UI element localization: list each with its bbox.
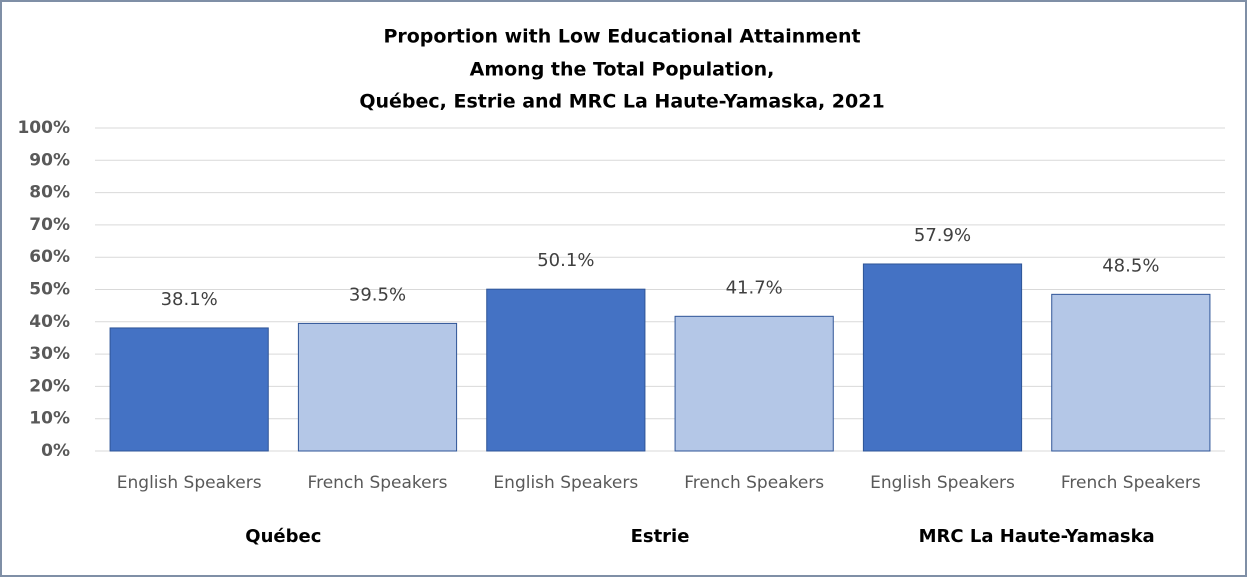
bar <box>486 288 646 452</box>
bar <box>1051 293 1211 452</box>
chart-title: Québec, Estrie and MRC La Haute-Yamaska,… <box>359 91 884 113</box>
bar <box>674 315 834 452</box>
y-tick-label: 90% <box>29 150 70 170</box>
y-tick-label: 80% <box>29 183 70 203</box>
data-label: 48.5% <box>1102 255 1159 276</box>
y-tick-label: 60% <box>29 247 70 267</box>
bar <box>297 322 458 452</box>
x-tick-label: English Speakers <box>117 473 262 493</box>
data-label: 38.1% <box>161 289 218 310</box>
y-tick-label: 50% <box>29 280 70 300</box>
y-tick-label: 70% <box>29 215 70 235</box>
data-label: 50.1% <box>537 250 594 271</box>
y-tick-label: 0% <box>41 441 70 461</box>
data-label: 57.9% <box>914 225 971 246</box>
y-tick-label: 20% <box>29 376 70 396</box>
y-tick-label: 40% <box>29 312 70 332</box>
data-label: 39.5% <box>349 284 406 305</box>
y-tick-label: 10% <box>29 409 70 429</box>
chart-title: Among the Total Population, <box>470 59 775 81</box>
data-label: 41.7% <box>726 277 783 298</box>
x-tick-label: French Speakers <box>684 473 824 493</box>
group-label: Québec <box>245 526 321 547</box>
y-tick-label: 100% <box>17 118 70 138</box>
x-tick-label: French Speakers <box>308 473 448 493</box>
y-tick-label: 30% <box>29 344 70 364</box>
bar <box>109 327 269 452</box>
chart-title: Proportion with Low Educational Attainme… <box>383 26 860 48</box>
bar <box>862 263 1023 452</box>
x-tick-label: French Speakers <box>1061 473 1201 493</box>
group-label: Estrie <box>631 526 690 547</box>
group-label: MRC La Haute-Yamaska <box>919 526 1155 547</box>
x-tick-label: English Speakers <box>493 473 638 493</box>
x-tick-label: English Speakers <box>870 473 1015 493</box>
